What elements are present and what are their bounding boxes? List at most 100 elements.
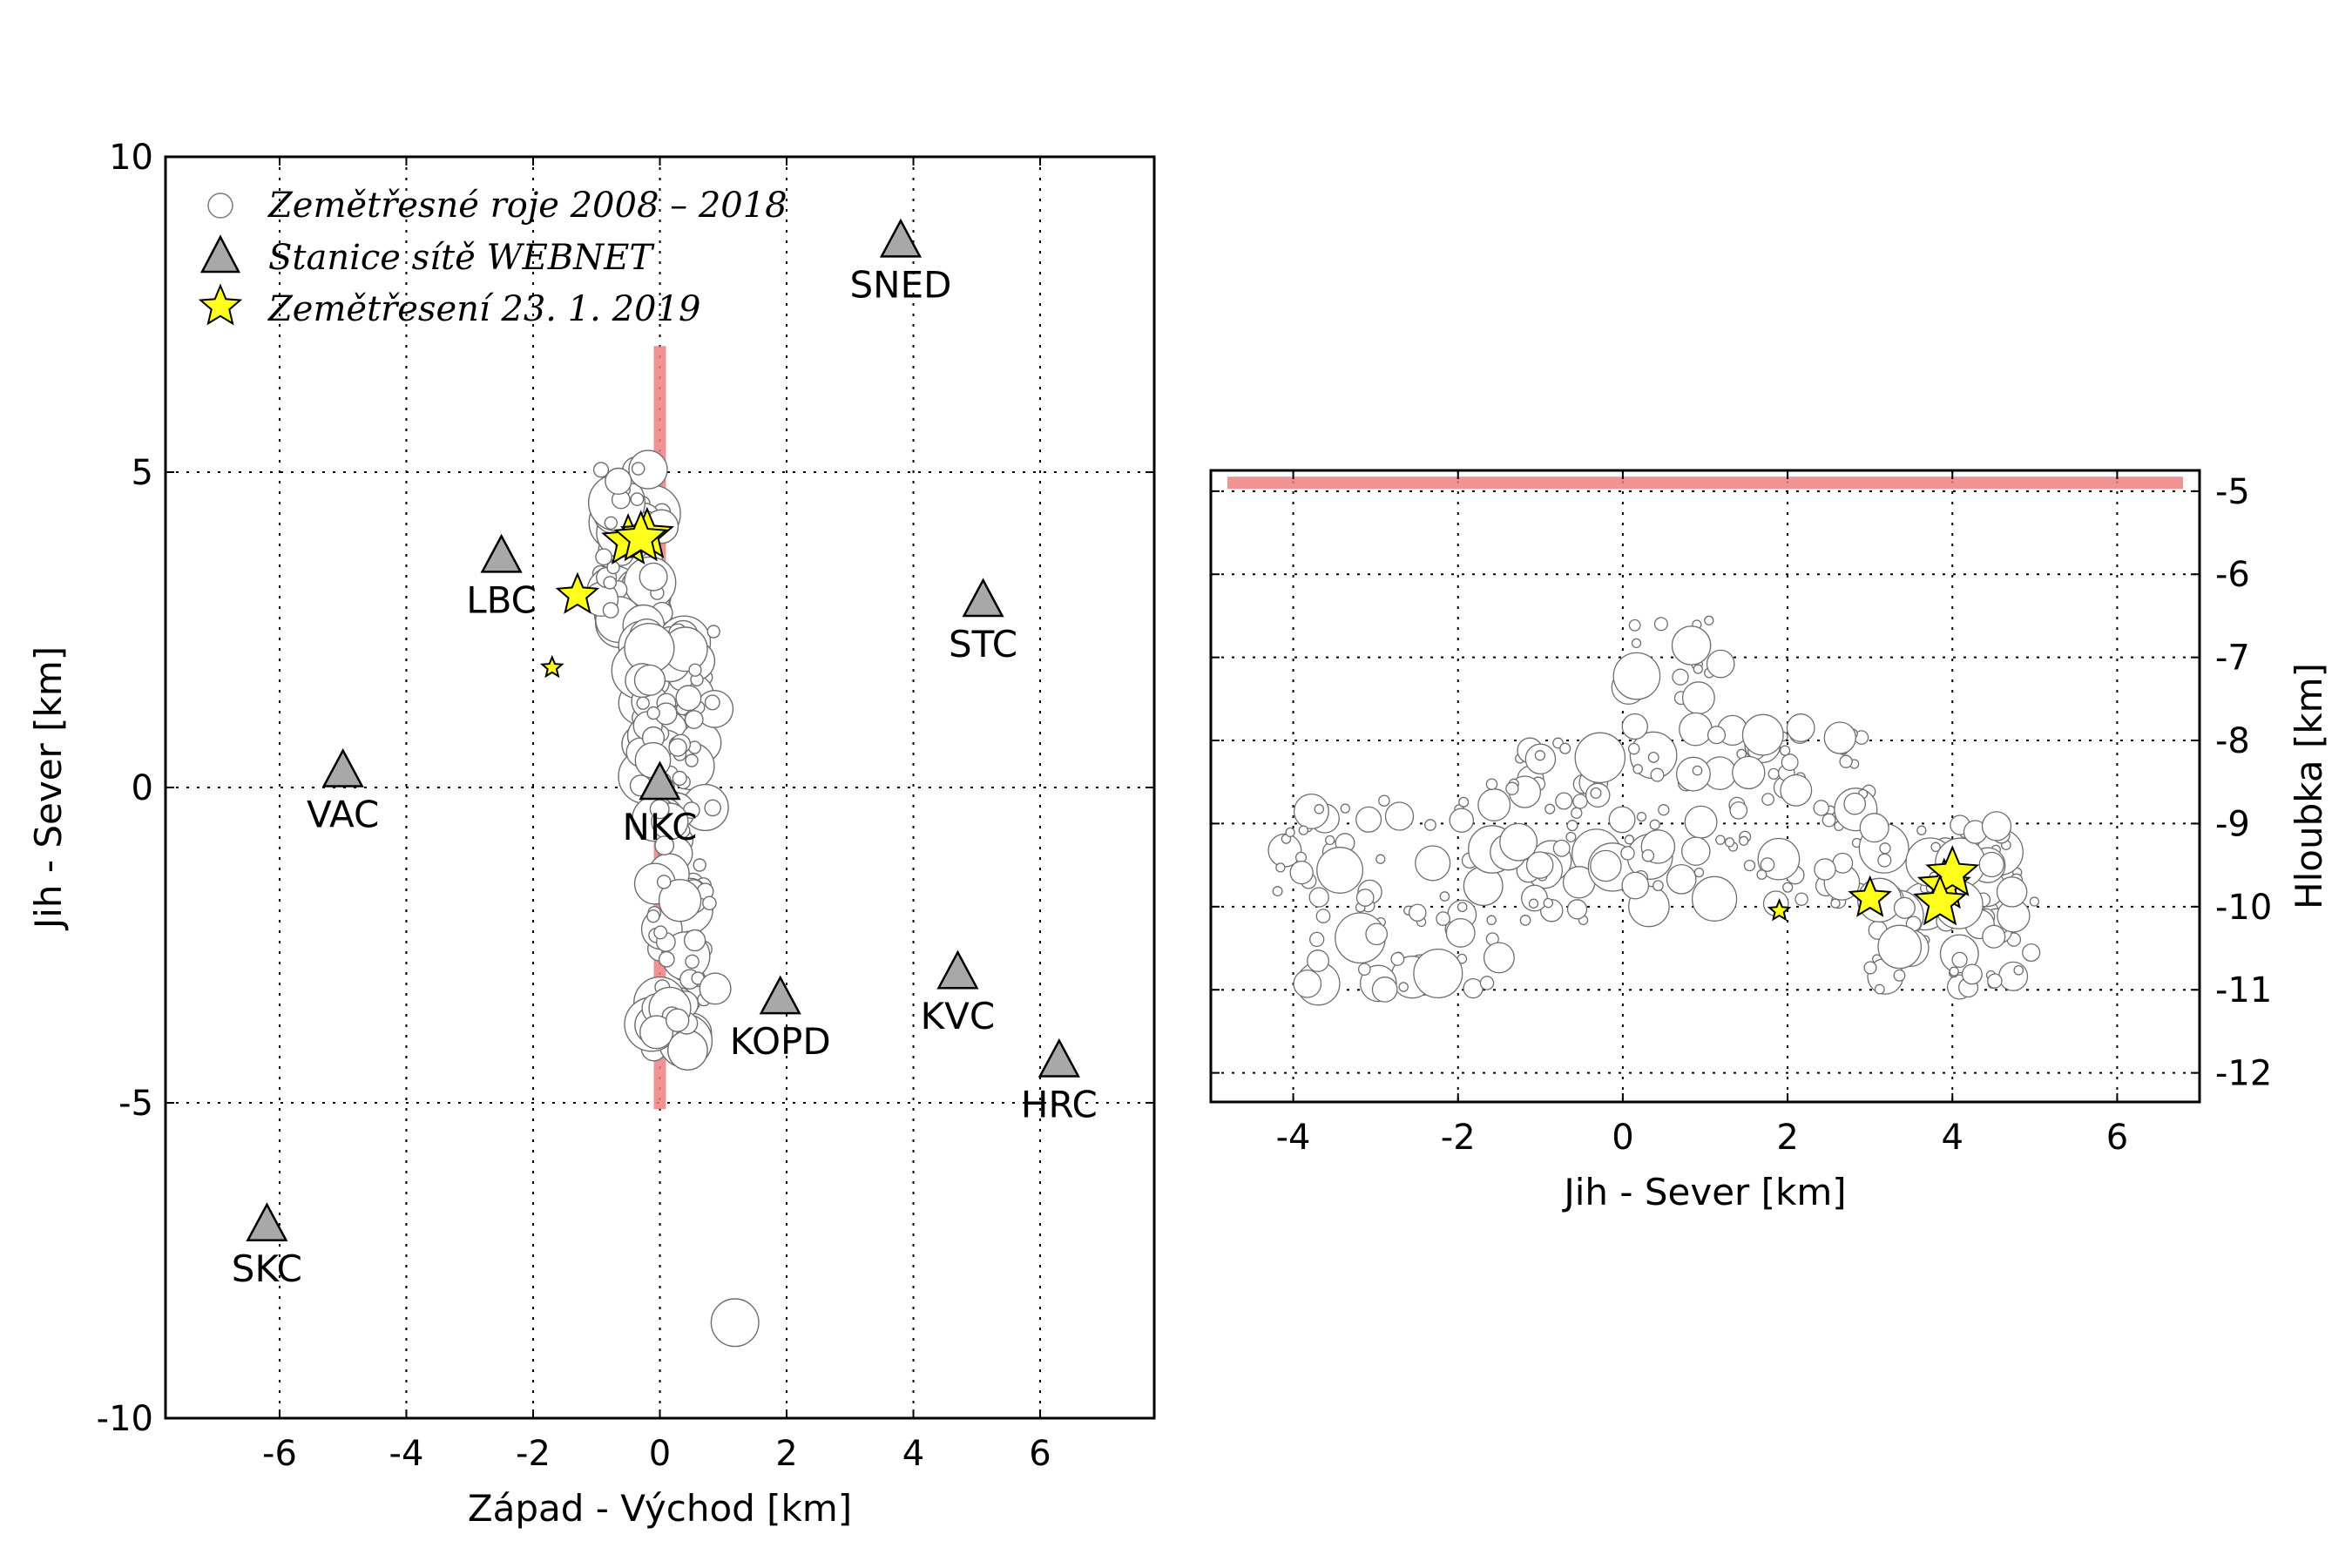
swarm-event [1608,806,1636,834]
station-triangle [321,747,364,787]
legend-triangle-marker [199,234,241,274]
station-label: KVC [921,995,996,1037]
swarm-event [1375,854,1386,864]
swarm-event [1355,806,1382,833]
swarm-event [1652,880,1664,892]
depth-y-tick-label: -7 [2215,639,2250,679]
swarm-event [1439,891,1450,902]
swarm-event [1409,903,1427,922]
map-panel: SNED LBC STC VAC NKC KVC KOPD HRC SKC -6 -4 -2 0 2 4 6… [27,138,1156,1530]
swarm-event [1565,831,1577,842]
swarm-event [1307,950,1329,972]
swarm-event [1859,813,1889,843]
station-triangle [962,578,1004,618]
earthquake-2019-star [613,510,668,562]
swarm-event [1893,969,1906,982]
map-x-tick-label: 6 [1029,1434,1051,1474]
station-nkc: NKC [623,760,698,848]
depth-x-tick-label: 2 [1776,1118,1798,1158]
swarm-event [688,663,702,677]
station-hrc: HRC [1021,1037,1098,1126]
legend-circle-marker [207,193,233,219]
legend-star-marker [198,283,243,326]
swarm-event [1814,858,1836,881]
swarm-event [1761,793,1774,806]
swarm-event [1681,836,1711,866]
swarm-event [1477,788,1511,821]
depth-section-panel: -4 -2 0 2 4 6 -5 -6 -7 -8 -9 -10 -11 -12 Jih - Sever … [1209,469,2330,1213]
swarm-event [1632,763,1644,774]
swarm-event [1692,765,1703,776]
swarm-event [1987,973,2003,989]
map-y-tick-label: -10 [97,1399,153,1439]
depth-y-tick-label: -5 [2215,472,2250,512]
swarm-event [2029,896,2040,907]
map-stations: SNED LBC STC VAC NKC KVC KOPD HRC SKC [232,218,1098,1290]
station-sned: SNED [849,218,951,306]
swarm-event [604,516,618,530]
swarm-event [631,462,645,476]
swarm-event [1666,863,1697,895]
swarm-event [1813,800,1829,816]
swarm-event [1653,617,1668,632]
swarm-event [1879,842,1891,855]
swarm-event [1781,754,1799,772]
swarm-event [1767,767,1780,781]
swarm-event [1486,915,1497,926]
swarm-event [646,909,660,923]
swarm-event [1559,742,1571,754]
swarm-event [1631,638,1642,649]
swarm-event [1681,681,1715,715]
swarm-event [1315,909,1331,923]
swarm-event [1445,917,1476,948]
swarm-event [1390,951,1405,966]
depth-grid [1211,470,2200,1102]
depth-x-tick-label: 0 [1612,1118,1633,1158]
swarm-event [1534,750,1546,761]
swarm-event [1741,713,1784,756]
swarm-event [685,954,700,970]
map-x-tick-label: 0 [649,1434,671,1474]
legend-entry-stations: Stanice sítě WEBNET [199,234,655,278]
swarm-event [1706,649,1735,679]
swarm-event [1357,963,1371,977]
swarm-event [1874,983,1885,995]
station-kvc: KVC [921,950,996,1037]
legend-entry-swarm: Zemětřesné roje 2008 – 2018 [207,186,787,226]
depth-x-tick-label: 6 [2106,1118,2128,1158]
swarm-event [1636,811,1647,822]
earthquake-2019-star [1848,875,1892,917]
swarm-event [1499,822,1538,862]
legend-label-swarm: Zemětřesné roje 2008 – 2018 [267,186,787,226]
swarm-event [1571,807,1583,819]
map-2019-events [539,506,674,679]
swarm-event [1658,804,1670,816]
legend-label-stations: Stanice sítě WEBNET [268,238,655,278]
swarm-event [1436,911,1450,926]
swarm-event [1590,787,1602,799]
swarm-event [1672,668,1689,686]
station-lbc: LBC [466,533,537,621]
swarm-event [633,664,666,696]
swarm-event [706,625,720,639]
depth-x-axis-label: Jih - Sever [km] [1561,1171,1846,1213]
swarm-event [1627,742,1640,755]
map-y-tick-label: 5 [132,453,153,493]
swarm-event [1978,851,2004,878]
station-label: NKC [623,806,698,848]
swarm-event [1624,835,1635,845]
swarm-event [1760,857,1775,872]
swarm-event [1355,889,1375,907]
map-x-tick-label: -6 [262,1434,297,1474]
depth-ticks: -4 -2 0 2 4 6 -5 -6 -7 -8 -9 -10 -11 -12 [1211,470,2272,1158]
station-stc: STC [949,578,1017,666]
swarm-event [1479,976,1495,990]
swarm-event [1314,804,1325,814]
swarm-event [1707,726,1727,745]
swarm-event [1458,796,1470,808]
swarm-event [1821,813,1836,828]
swarm-event [1675,756,1711,792]
swarm-event [636,696,650,710]
map-ticks: -6 -4 -2 0 2 4 6 -10 -5 0 5 10 [97,138,1154,1474]
depth-y-tick-label: -12 [2215,1054,2272,1094]
